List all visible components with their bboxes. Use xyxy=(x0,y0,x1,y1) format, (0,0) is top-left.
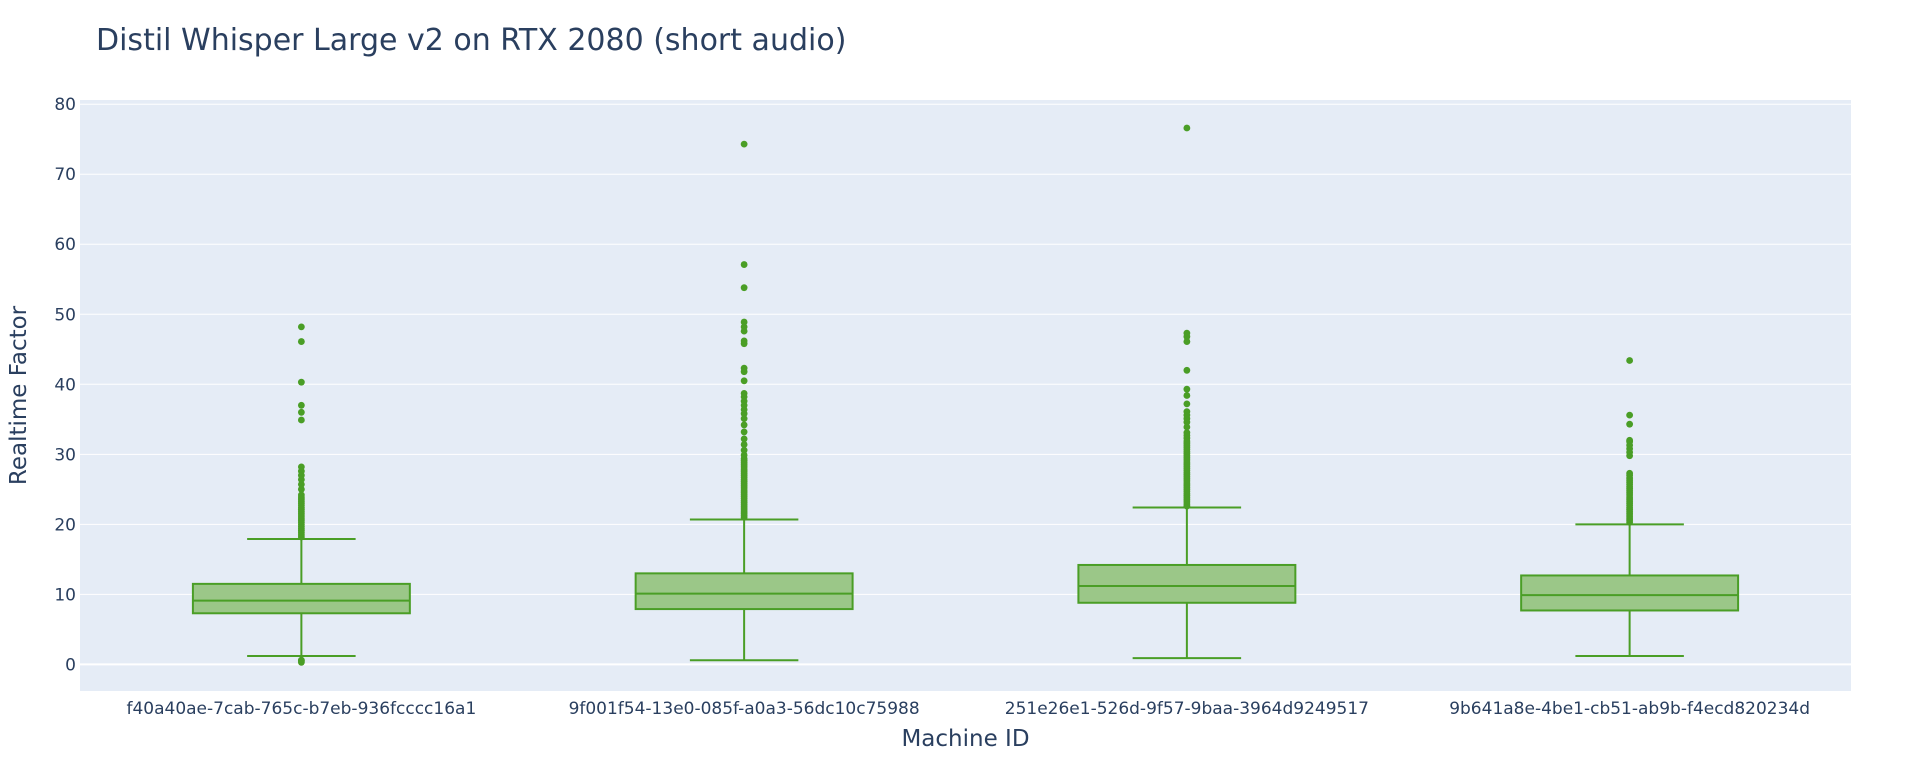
x-tick-label: f40a40ae-7cab-765c-b7eb-936fcccc16a1 xyxy=(126,699,476,719)
x-axis-title: Machine ID xyxy=(901,726,1029,752)
y-axis-ticks: 0 10 20 30 40 50 60 70 80 xyxy=(54,95,76,675)
iqr-box xyxy=(1521,575,1738,610)
outlier-point xyxy=(1183,386,1190,393)
iqr-box xyxy=(193,584,410,613)
y-tick-label: 20 xyxy=(54,515,76,535)
x-axis-ticks: f40a40ae-7cab-765c-b7eb-936fcccc16a1 9f00… xyxy=(126,699,1810,719)
outlier-point xyxy=(741,429,748,436)
outlier-point xyxy=(741,422,748,429)
outlier-point xyxy=(298,409,305,416)
outlier-point xyxy=(741,436,748,443)
y-tick-label: 60 xyxy=(54,235,76,255)
outlier-point xyxy=(1183,125,1190,132)
outlier-point xyxy=(1183,392,1190,399)
outlier-point xyxy=(1183,367,1190,374)
outlier-point xyxy=(298,323,305,330)
outlier-point xyxy=(741,319,748,326)
outlier-point xyxy=(298,464,305,471)
x-tick-label: 9f001f54-13e0-085f-a0a3-56dc10c75988 xyxy=(569,699,920,719)
outlier-point xyxy=(1183,330,1190,337)
outlier-point xyxy=(741,390,748,397)
outlier-point xyxy=(298,379,305,386)
y-tick-label: 30 xyxy=(54,445,76,465)
outlier-point xyxy=(741,377,748,384)
outlier-point xyxy=(1626,470,1633,477)
y-tick-label: 40 xyxy=(54,375,76,395)
iqr-box xyxy=(636,573,853,609)
outlier-point xyxy=(741,261,748,268)
outlier-point xyxy=(741,337,748,344)
outlier-point xyxy=(298,402,305,409)
outlier-point xyxy=(298,338,305,345)
outlier-point xyxy=(1626,437,1633,444)
y-tick-label: 80 xyxy=(54,95,76,115)
x-tick-label: 251e26e1-526d-9f57-9baa-3964d9249517 xyxy=(1005,699,1369,719)
outlier-point xyxy=(1183,401,1190,408)
iqr-box xyxy=(1078,565,1295,603)
y-tick-label: 10 xyxy=(54,585,76,605)
outlier-point xyxy=(1626,412,1633,419)
y-tick-label: 50 xyxy=(54,305,76,325)
chart-title: Distil Whisper Large v2 on RTX 2080 (sho… xyxy=(96,23,846,58)
outlier-point xyxy=(1626,421,1633,428)
outlier-point xyxy=(1183,408,1190,415)
y-tick-label: 0 xyxy=(65,655,76,675)
outlier-point xyxy=(1626,357,1633,364)
outlier-point xyxy=(298,417,305,424)
y-axis-title: Realtime Factor xyxy=(6,305,32,485)
x-tick-label: 9b641a8e-4be1-cb51-ab9b-f4ecd820234d xyxy=(1449,699,1810,719)
outlier-point xyxy=(741,365,748,372)
outlier-point xyxy=(298,657,305,664)
outlier-point xyxy=(741,284,748,291)
outlier-point xyxy=(741,141,748,148)
y-tick-label: 70 xyxy=(54,165,76,185)
